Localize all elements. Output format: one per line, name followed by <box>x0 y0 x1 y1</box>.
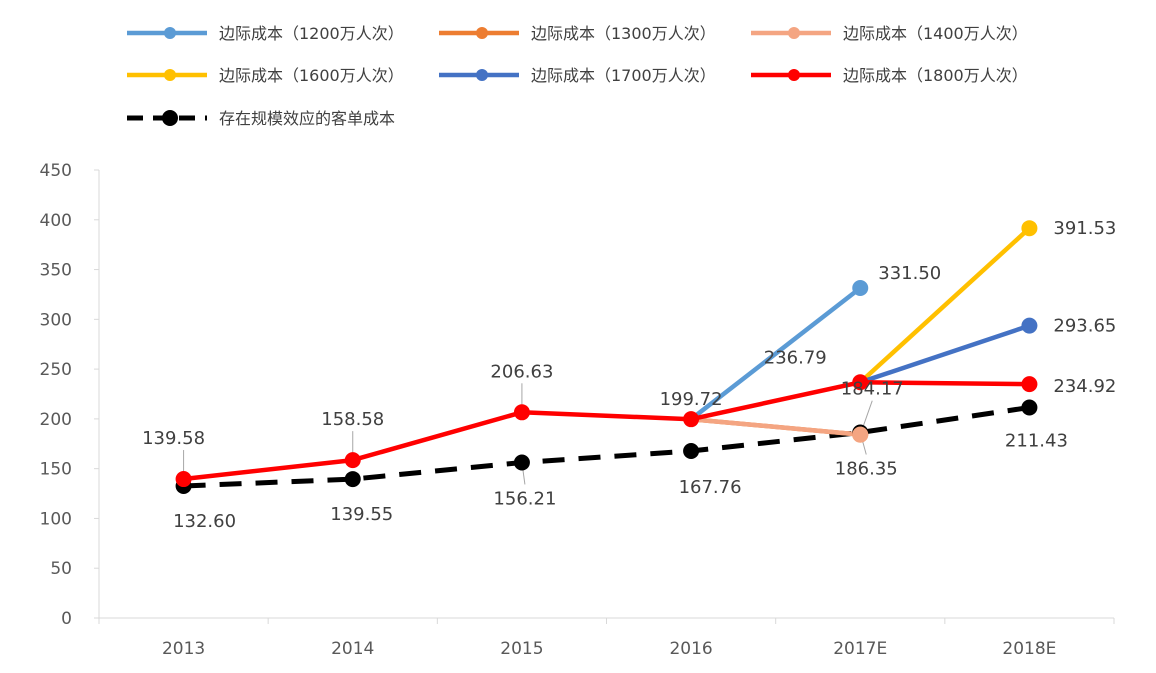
series-line <box>689 286 862 421</box>
legend-marker-swatch <box>476 27 488 39</box>
data-point <box>1021 376 1038 393</box>
data-label: 206.63 <box>490 361 553 382</box>
y-tick-label: 0 <box>61 609 72 629</box>
data-label: 293.65 <box>1053 316 1116 337</box>
legend-marker-swatch <box>162 110 178 126</box>
x-tick-label: 2017E <box>833 639 887 659</box>
series-line <box>859 323 1031 385</box>
data-point <box>683 411 700 428</box>
legend-marker-swatch <box>164 69 176 81</box>
legend-entry: 边际成本（1300万人次） <box>439 24 716 43</box>
x-tick-label: 2013 <box>162 639 205 659</box>
y-tick-label: 350 <box>40 261 72 281</box>
legend-label: 存在规模效应的客单成本 <box>219 109 395 128</box>
legend-marker-swatch <box>788 27 800 39</box>
data-point <box>175 471 192 488</box>
data-labels: 331.50 184.17 391.53 293.65 139.58 158.58 206.… <box>142 218 1116 532</box>
legend-marker-swatch <box>476 69 488 81</box>
data-point <box>344 471 361 488</box>
legend-entry: 边际成本（1400万人次） <box>751 24 1028 43</box>
data-point <box>683 442 700 459</box>
x-tick-label: 2015 <box>500 639 543 659</box>
legend-label: 边际成本（1200万人次） <box>219 24 404 43</box>
data-label: 211.43 <box>1005 431 1068 452</box>
data-label: 132.60 <box>173 511 236 532</box>
series-line <box>858 226 1031 384</box>
x-tick-label: 2016 <box>669 639 712 659</box>
legend-label: 边际成本（1600万人次） <box>219 66 404 85</box>
legend-marker-swatch <box>164 27 176 39</box>
legend-label: 边际成本（1700万人次） <box>531 66 716 85</box>
legend-label: 边际成本（1800万人次） <box>843 66 1028 85</box>
data-label: 331.50 <box>878 263 941 284</box>
data-point <box>513 454 530 471</box>
legend-entry: 边际成本（1200万人次） <box>127 24 404 43</box>
data-point <box>852 279 869 296</box>
data-label: 156.21 <box>493 488 556 509</box>
y-tick-label: 50 <box>50 559 72 579</box>
y-tick-label: 300 <box>40 310 72 330</box>
legend-label: 边际成本（1400万人次） <box>843 24 1028 43</box>
data-point <box>1021 317 1038 334</box>
x-tick-label: 2014 <box>331 639 374 659</box>
data-label: 186.35 <box>835 458 898 479</box>
y-tick-label: 150 <box>40 460 72 480</box>
data-label: 236.79 <box>764 347 827 368</box>
legend-entry: 边际成本（1700万人次） <box>439 66 716 85</box>
y-tick-label: 100 <box>40 509 72 529</box>
data-point <box>1021 399 1038 416</box>
data-point <box>852 426 869 443</box>
data-label: 139.58 <box>142 428 205 449</box>
series-line <box>690 416 861 437</box>
data-label: 158.58 <box>321 409 384 430</box>
data-point <box>513 404 530 421</box>
y-tick-label: 250 <box>40 360 72 380</box>
y-tick-label: 400 <box>40 211 72 231</box>
legend-label: 边际成本（1300万人次） <box>531 24 716 43</box>
y-tick-label: 200 <box>40 410 72 430</box>
legend-marker-swatch <box>788 69 800 81</box>
series-line <box>183 380 1030 482</box>
series-markers <box>175 220 1038 494</box>
legend-entry: 边际成本（1800万人次） <box>751 66 1028 85</box>
data-label: 167.76 <box>679 477 742 498</box>
y-tick-label: 450 <box>40 161 72 181</box>
data-label: 199.72 <box>660 389 723 410</box>
legend: 边际成本（1200万人次） 边际成本（1300万人次） 边际成本（1400万人次） 边… <box>127 24 1028 128</box>
data-point <box>1021 220 1038 237</box>
data-label: 139.55 <box>330 504 393 525</box>
x-tick-label: 2018E <box>1002 639 1056 659</box>
series-lines <box>183 226 1031 489</box>
data-point <box>852 374 869 391</box>
legend-entry: 边际成本（1600万人次） <box>127 66 404 85</box>
data-label: 184.17 <box>841 379 904 400</box>
legend-entry: 存在规模效应的客单成本 <box>127 109 395 128</box>
data-label: 391.53 <box>1053 218 1116 239</box>
data-point <box>344 452 361 469</box>
series-line <box>183 405 1030 489</box>
axes: 0 50 100 150 200 250 300 350 400 450 2013 2014 2015 2… <box>40 161 1115 659</box>
data-label: 234.92 <box>1053 376 1116 397</box>
